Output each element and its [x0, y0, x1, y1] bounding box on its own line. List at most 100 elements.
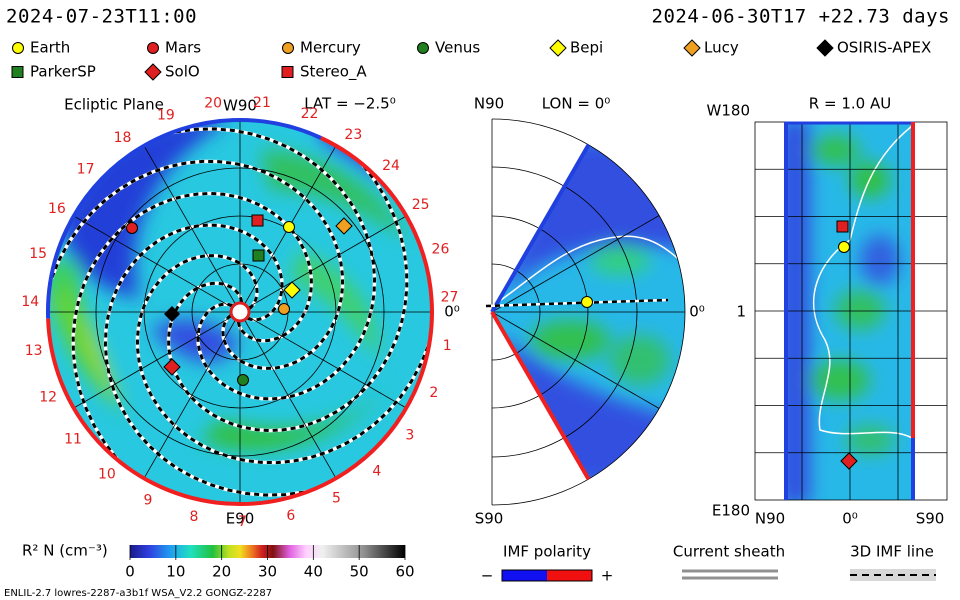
- right-label: 0⁰: [444, 303, 460, 321]
- legend-marker: [816, 39, 834, 57]
- legend-label: Bepi: [570, 39, 603, 57]
- rim-red: [46, 136, 434, 506]
- x-label: N90: [755, 510, 785, 528]
- imf-line-dash: [485, 298, 669, 308]
- carrington-label: 9: [143, 493, 152, 509]
- spiral-dash: [167, 120, 409, 433]
- grid-ray: [491, 311, 660, 409]
- north-label: N90: [474, 95, 504, 113]
- carrington-label: 1: [443, 338, 452, 354]
- osiris-marker: [164, 306, 180, 322]
- mars-marker: [126, 222, 138, 234]
- meridional-field: [492, 144, 685, 480]
- legend-label: Mars: [165, 39, 201, 57]
- carrington-label: 4: [372, 463, 381, 479]
- carrington-label: 10: [98, 466, 116, 482]
- legend-label: Venus: [435, 39, 480, 57]
- meridional-panel: N90 LON = 0⁰ S90 0⁰: [474, 95, 705, 528]
- carrington-label: 27: [441, 289, 459, 305]
- carrington-label: 24: [382, 158, 400, 174]
- legend-label: ParkerSP: [30, 63, 96, 81]
- legend-marker: [147, 42, 159, 54]
- wedge-top: [490, 143, 591, 314]
- carrington-label: 7: [238, 514, 247, 530]
- carrington-label: 22: [301, 106, 319, 122]
- legend-marker: [144, 63, 162, 81]
- carrington-label: 12: [39, 389, 57, 405]
- imf-minus: −: [481, 567, 494, 585]
- colorbar-label: R² N (cm⁻³): [22, 542, 108, 560]
- legend-marker: [11, 66, 24, 78]
- carrington-label: 23: [344, 127, 362, 143]
- mercury-marker: [278, 303, 290, 315]
- stereo-marker: [836, 220, 849, 233]
- lat-label: LAT = −2.5⁰: [304, 95, 396, 113]
- legend-label: Mercury: [300, 39, 361, 57]
- imf-title: IMF polarity: [503, 543, 591, 561]
- ecliptic-title: Ecliptic Plane: [64, 96, 164, 114]
- carrington-label: 18: [114, 130, 132, 146]
- imf-positive: [547, 570, 592, 581]
- footer: ENLIL-2.7 lowres-2287-a3b1f WSA_V2.2 GON…: [4, 588, 272, 599]
- lon-label: LON = 0⁰: [542, 95, 611, 113]
- colorbar-tick-label: 40: [304, 563, 323, 581]
- radial-panel: R = 1.0 AU W180 1 E180 N90 0⁰ S90: [707, 95, 948, 528]
- bottom-label: E90: [226, 510, 255, 528]
- legend-marker: [12, 42, 24, 54]
- lucy-marker: [335, 217, 353, 235]
- colorbar-tick-label: 0: [125, 563, 135, 581]
- earth-marker: [838, 241, 850, 253]
- colorbar-tick-label: 60: [395, 563, 414, 581]
- imf-frame: [501, 569, 593, 582]
- top-label: W180: [707, 102, 750, 120]
- carrington-label: 19: [157, 108, 175, 124]
- legend-label: SolO: [165, 63, 200, 81]
- carrington-label: 5: [332, 491, 341, 507]
- solo-marker: [840, 452, 858, 470]
- legend-label: Lucy: [704, 39, 739, 57]
- carrington-label: 14: [21, 294, 39, 310]
- grid-ray: [491, 215, 660, 313]
- middle-label: 1: [736, 303, 746, 321]
- legend-label: Stereo_A: [300, 63, 367, 82]
- legend-marker: [683, 39, 701, 57]
- spiral-dash: [48, 159, 345, 384]
- right-time: 2024-06-30T17 +22.73 days: [652, 6, 950, 28]
- imf-spirals: [48, 120, 432, 504]
- radial-title: R = 1.0 AU: [809, 95, 891, 113]
- bepi-marker: [283, 281, 301, 299]
- bottom-label: E180: [712, 502, 750, 520]
- left-time: 2024-07-23T11:00: [6, 6, 197, 28]
- carrington-label: 8: [189, 509, 198, 525]
- legend-label: OSIRIS-APEX: [837, 39, 931, 57]
- carrington-label: 11: [64, 431, 82, 447]
- legend-marker: [549, 39, 567, 57]
- legend-label: Earth: [30, 39, 70, 57]
- carrington-label: 15: [29, 246, 47, 262]
- carrington-label: 21: [253, 95, 271, 111]
- x-label: 0⁰: [842, 510, 858, 528]
- carrington-label: 20: [204, 96, 222, 112]
- legend-marker: [281, 66, 294, 78]
- spiral-dash: [135, 240, 432, 465]
- spiral-dash: [71, 191, 313, 504]
- spiral-dash: [79, 127, 377, 401]
- colorbar-tick-label: 20: [212, 563, 231, 581]
- colorbar-tick-label: 50: [350, 563, 369, 581]
- x-label: S90: [916, 510, 945, 528]
- carrington-label: 3: [405, 427, 414, 443]
- imf-plus: +: [601, 567, 614, 585]
- ecliptic-panel: Ecliptic Plane LAT = −2.5⁰ W90 E90 0⁰ 12…: [21, 95, 459, 530]
- right-label: 0⁰: [689, 303, 705, 321]
- spiral-dash: [103, 223, 401, 497]
- colorbar-tick-label: 10: [166, 563, 185, 581]
- carrington-label: 2: [429, 385, 438, 401]
- sun: [229, 301, 251, 323]
- carrington-label: 25: [412, 197, 430, 213]
- colorbar-tick-label: 30: [258, 563, 277, 581]
- carrington-label: 6: [286, 508, 295, 524]
- earth-marker: [581, 296, 593, 308]
- south-label: S90: [475, 510, 504, 528]
